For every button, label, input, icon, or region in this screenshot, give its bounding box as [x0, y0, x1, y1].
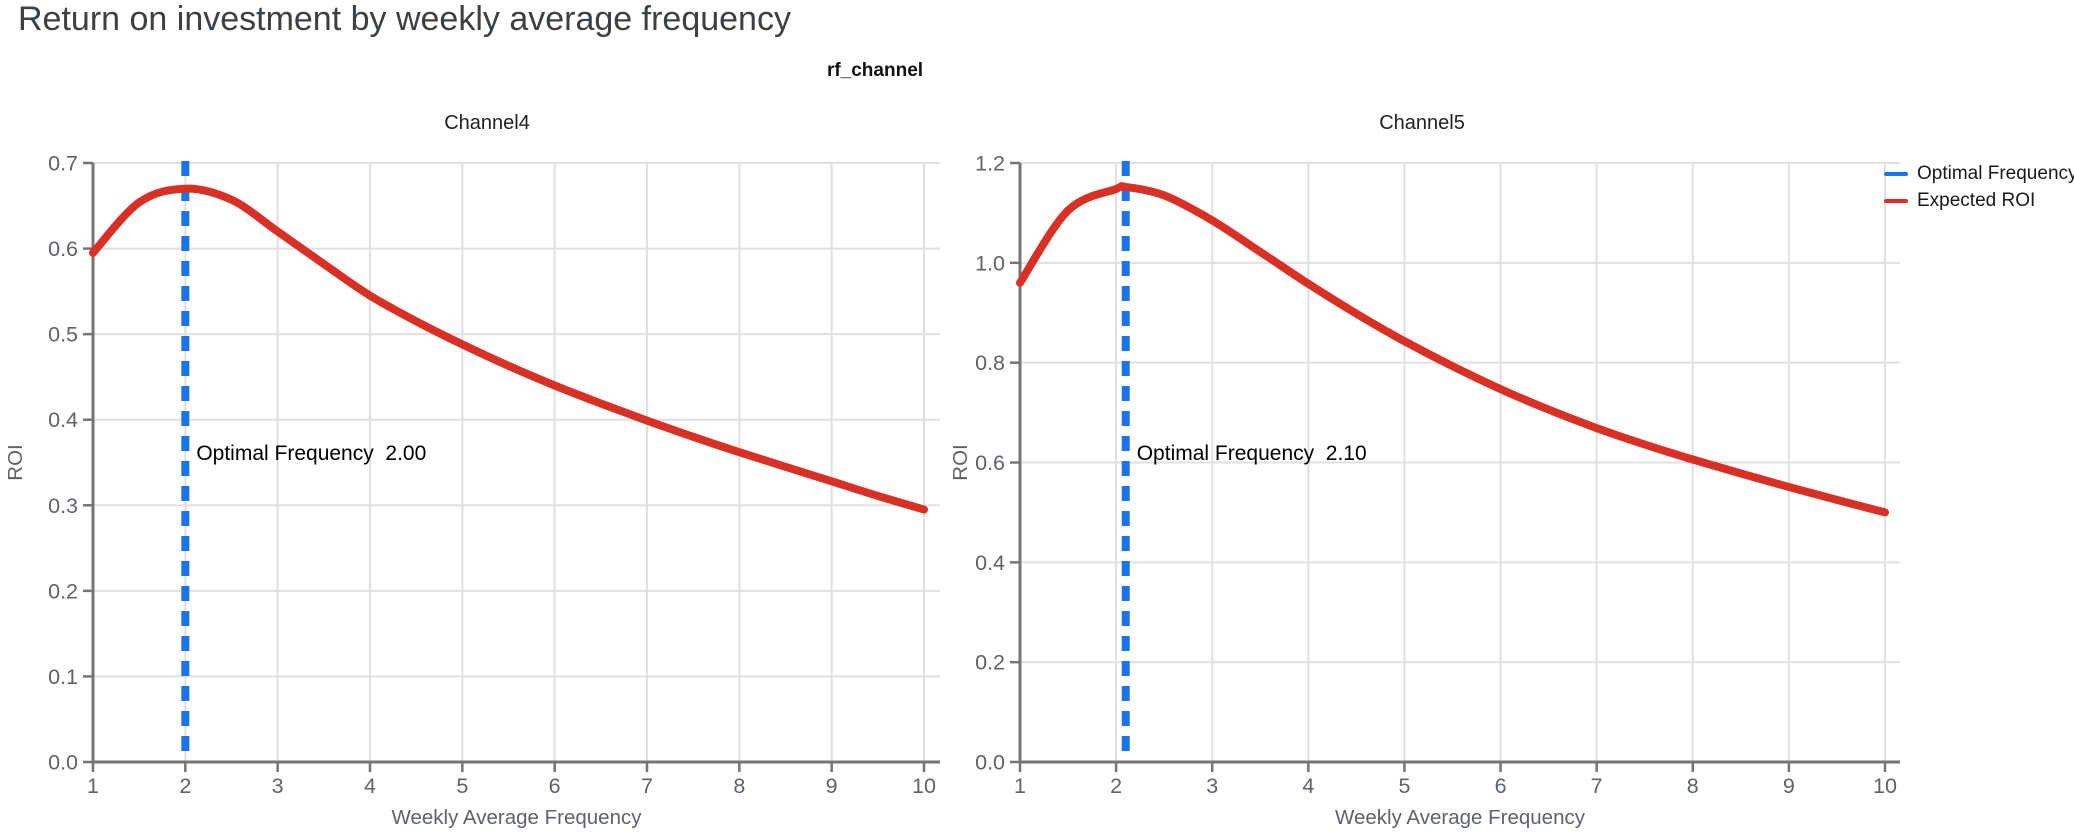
y-tick-label: 0.5 [48, 323, 78, 347]
panel-title: Channel5 [1379, 112, 1465, 134]
axes [1010, 161, 1900, 772]
y-tick-label: 0.4 [48, 408, 78, 432]
y-tick-label: 0.0 [975, 751, 1005, 775]
x-tick-label: 2 [1110, 774, 1122, 798]
y-tick-label: 0.8 [975, 351, 1005, 375]
y-tick-label: 0.6 [48, 237, 78, 261]
x-tick-label: 1 [1014, 774, 1026, 798]
x-tick-label: 9 [1783, 774, 1795, 798]
y-tick-label: 0.7 [48, 152, 78, 176]
x-tick-label: 2 [179, 774, 191, 798]
y-tick-label: 0.2 [48, 579, 78, 603]
x-tick-label: 4 [1302, 774, 1314, 798]
x-tick-label: 6 [1495, 774, 1507, 798]
y-tick-label: 0.3 [48, 494, 78, 518]
panel-title: Channel4 [444, 112, 530, 134]
channel5-roi-chart: 0.0 0.2 0.4 0.6 0.8 1.0 1.2 1 2 3 4 5 6 7 8 9 10 Weekly A… [949, 112, 1900, 829]
x-tick-label: 1 [87, 774, 99, 798]
optimal-frequency-annotation: Optimal Frequency 2.10 [1137, 442, 1367, 465]
x-tick-label: 5 [456, 774, 468, 798]
legend-item-optimal-frequency: Optimal Frequency [1884, 160, 2074, 187]
y-axis-title: ROI [949, 444, 972, 480]
y-tick-label: 0.4 [975, 551, 1005, 575]
x-tick-label: 4 [364, 774, 376, 798]
optimal-frequency-annotation: Optimal Frequency 2.00 [196, 442, 426, 465]
y-tick-label: 1.2 [975, 152, 1005, 176]
y-tick-label: 0.0 [48, 751, 78, 775]
legend-label: Optimal Frequency [1917, 162, 2074, 184]
axes [83, 161, 940, 772]
x-tick-label: 8 [733, 774, 745, 798]
x-tick-label: 8 [1687, 774, 1699, 798]
channel4-roi-chart: 0.0 0.1 0.2 0.3 0.4 0.5 0.6 0.7 1 2 3 4 5 6 7 8 9 10 Weekl… [4, 112, 940, 829]
legend-item-expected-roi: Expected ROI [1884, 187, 2074, 214]
x-tick-label: 9 [826, 774, 838, 798]
x-tick-label: 5 [1398, 774, 1410, 798]
x-tick-label: 3 [272, 774, 284, 798]
x-tick-label: 6 [549, 774, 561, 798]
x-axis-title: Weekly Average Frequency [392, 806, 643, 829]
expected-roi-curve [89, 184, 928, 514]
facet-group-title: rf_channel [826, 60, 924, 81]
y-tick-label: 0.6 [975, 451, 1005, 475]
x-tick-label: 10 [912, 774, 936, 798]
y-tick-label: 0.2 [975, 651, 1005, 675]
page-title: Return on investment by weekly average f… [18, 0, 791, 38]
x-tick-label: 7 [641, 774, 653, 798]
optimal-frequency-swatch-icon [1884, 171, 1908, 176]
expected-roi-curve [1016, 182, 1889, 517]
x-tick-label: 7 [1591, 774, 1603, 798]
x-axis-title: Weekly Average Frequency [1335, 806, 1586, 829]
x-tick-label: 10 [1873, 774, 1897, 798]
legend: Optimal Frequency Expected ROI [1884, 160, 2074, 214]
expected-roi-swatch-icon [1884, 198, 1908, 203]
x-tick-label: 3 [1206, 774, 1218, 798]
y-tick-label: 1.0 [975, 251, 1005, 275]
y-tick-label: 0.1 [48, 665, 78, 689]
y-axis-title: ROI [4, 444, 27, 480]
legend-label: Expected ROI [1917, 189, 2036, 211]
